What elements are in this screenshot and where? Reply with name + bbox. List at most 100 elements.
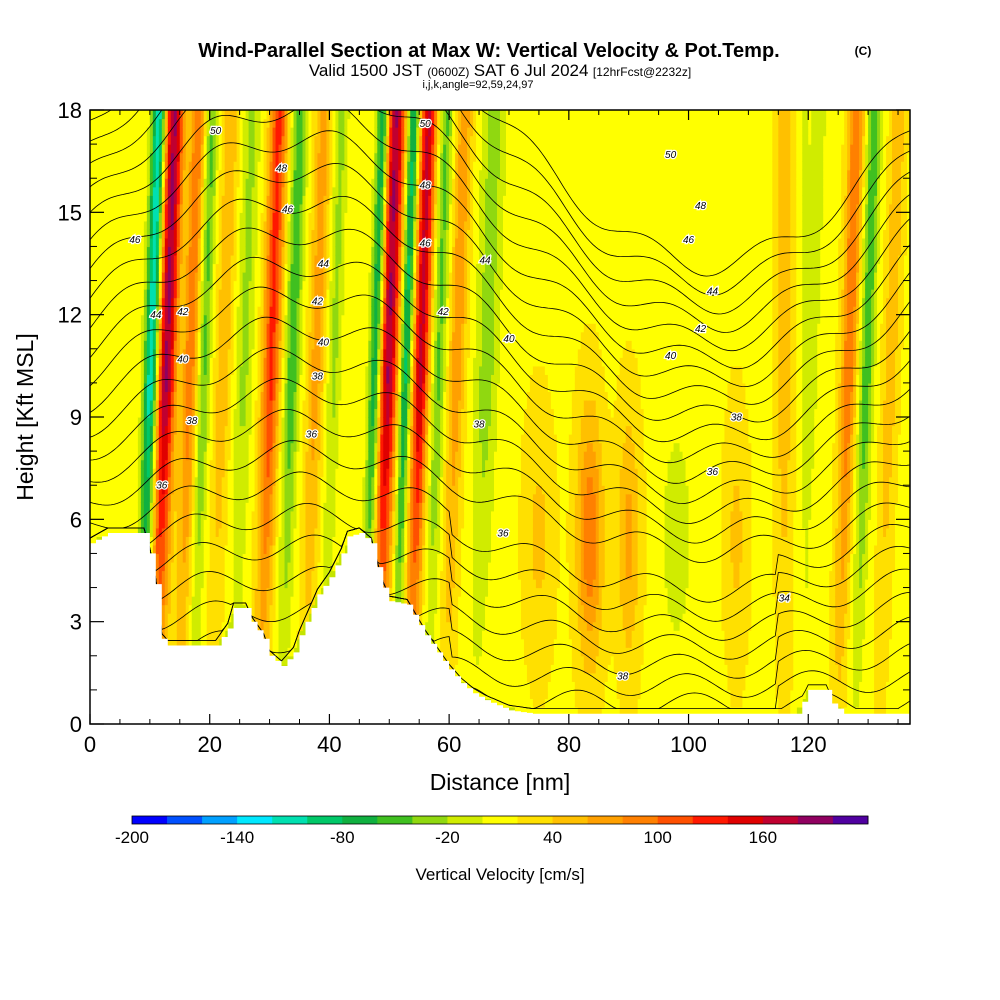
w-cell [92, 340, 97, 350]
w-cell [128, 127, 133, 137]
w-cell [167, 110, 172, 120]
w-cell [161, 527, 166, 537]
w-cell [110, 110, 115, 120]
w-cell [137, 110, 142, 120]
w-cell [218, 135, 223, 145]
w-cell [110, 135, 115, 145]
w-cell [122, 485, 127, 495]
w-cell [200, 570, 205, 580]
w-cell [176, 280, 181, 290]
w-cell [167, 161, 172, 171]
w-cell [131, 417, 136, 427]
chart-subtitle: Valid 1500 JST (0600Z) SAT 6 Jul 2024 [1… [309, 61, 691, 80]
w-cell [98, 195, 103, 205]
w-cell [206, 604, 211, 614]
w-cell [146, 161, 151, 171]
w-cell [134, 229, 139, 239]
w-cell [152, 127, 157, 137]
w-cell [185, 127, 190, 137]
w-cell [176, 519, 181, 529]
w-cell [113, 442, 118, 452]
w-cell [173, 579, 178, 589]
w-cell [128, 169, 133, 179]
w-cell [119, 459, 124, 469]
w-cell [179, 434, 184, 444]
w-cell [215, 502, 220, 512]
w-cell [116, 391, 121, 401]
w-cell [137, 135, 142, 145]
w-cell [149, 186, 154, 196]
w-cell [161, 357, 166, 367]
w-cell [188, 502, 193, 512]
w-cell [167, 510, 172, 520]
w-cell [224, 314, 229, 324]
w-cell [170, 229, 175, 239]
w-cell [134, 442, 139, 452]
w-cell [224, 502, 229, 512]
w-cell [200, 280, 205, 290]
w-cell [158, 254, 163, 265]
w-cell [188, 493, 193, 503]
w-cell [200, 254, 205, 265]
w-cell [173, 357, 178, 367]
w-cell [104, 417, 109, 427]
w-cell [194, 630, 199, 640]
w-cell [200, 417, 205, 427]
w-cell [191, 186, 196, 196]
w-cell [131, 357, 136, 367]
w-cell [173, 110, 178, 120]
w-cell [134, 178, 139, 188]
w-cell [203, 263, 208, 273]
w-cell [164, 297, 169, 307]
w-cell [200, 152, 205, 162]
w-cell [116, 331, 121, 341]
w-cell [113, 229, 118, 239]
w-cell [119, 340, 124, 350]
w-cell [170, 570, 175, 580]
w-cell [119, 110, 124, 120]
w-cell [134, 220, 139, 230]
w-cell [125, 280, 130, 290]
w-cell [200, 365, 205, 375]
w-cell [209, 561, 214, 572]
w-cell [212, 340, 217, 350]
w-cell [131, 451, 136, 461]
w-cell [170, 161, 175, 171]
w-cell [206, 161, 211, 171]
w-cell [116, 434, 121, 444]
w-cell [140, 178, 145, 188]
w-cell [116, 254, 121, 265]
w-cell [197, 391, 202, 401]
w-cell [161, 425, 166, 435]
w-cell [224, 280, 229, 290]
w-cell [110, 161, 115, 171]
w-cell [200, 374, 205, 384]
w-cell [140, 161, 145, 171]
w-cell [149, 391, 154, 401]
w-cell [194, 604, 199, 614]
w-cell [137, 203, 142, 213]
w-cell [158, 442, 163, 452]
w-cell [95, 110, 100, 120]
w-cell [164, 110, 169, 120]
w-cell [209, 289, 214, 299]
w-cell [107, 357, 112, 367]
w-cell [143, 434, 148, 444]
w-cell [101, 280, 106, 290]
w-cell [107, 451, 112, 461]
w-cell [221, 314, 226, 324]
w-cell [92, 118, 97, 128]
w-cell [101, 382, 106, 393]
w-cell [197, 280, 202, 290]
w-cell [203, 408, 208, 418]
w-cell [182, 630, 187, 640]
w-cell [200, 357, 205, 367]
w-cell [146, 382, 151, 393]
w-cell [90, 519, 94, 529]
w-cell [218, 630, 223, 640]
w-cell [191, 340, 196, 350]
w-cell [200, 630, 205, 640]
w-cell [200, 485, 205, 495]
w-cell [170, 561, 175, 572]
w-cell [98, 519, 103, 529]
